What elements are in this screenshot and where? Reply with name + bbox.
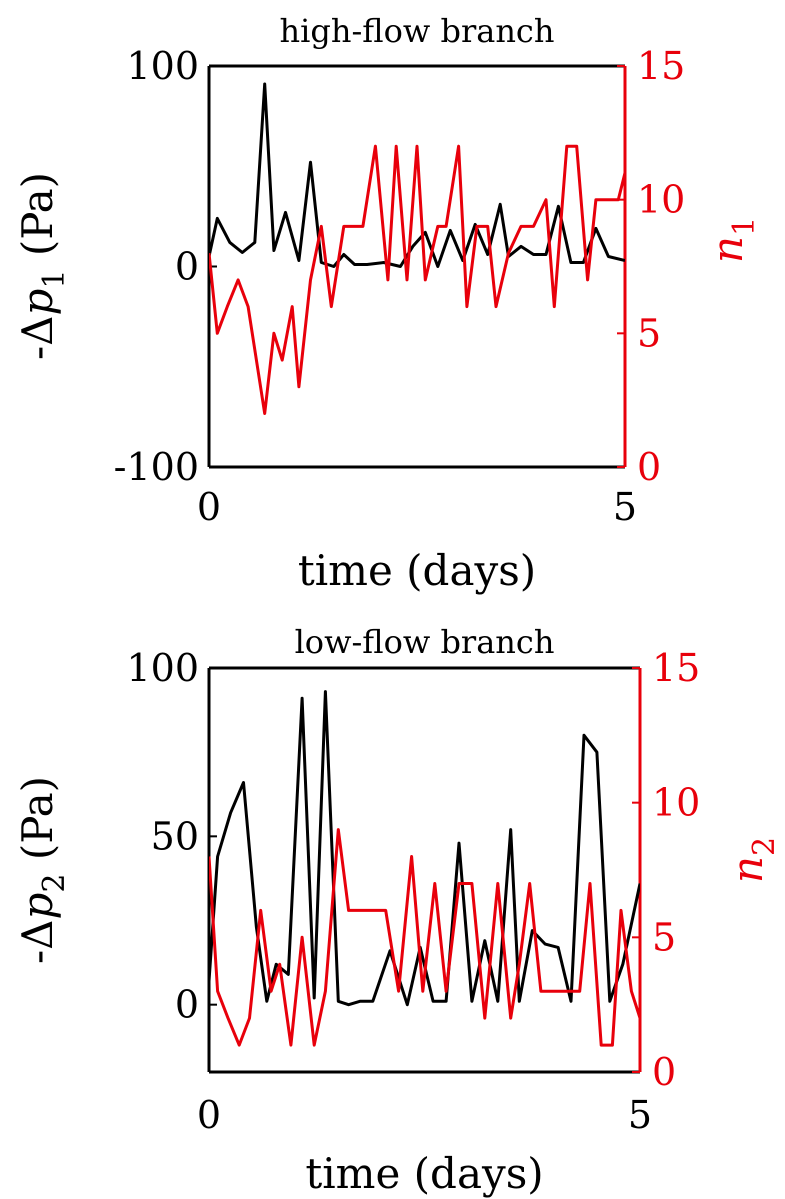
y-label-unit: (Pa): [13, 776, 62, 874]
y-label-subscript: 1: [37, 270, 72, 289]
y-tick-label: 0: [175, 245, 199, 289]
y-axis-label: -Δp1 (Pa): [13, 172, 72, 360]
y2-label-variable: n: [703, 236, 752, 263]
x-axis-label: time (days): [298, 546, 536, 595]
y2-axis-label: n1: [703, 217, 762, 263]
series-line-n: [209, 828, 640, 1047]
y2-tick-label: 15: [652, 646, 700, 690]
x-tick-label: 5: [613, 485, 637, 529]
y-label-variable: p: [13, 893, 62, 920]
series-line-dp: [209, 690, 640, 1007]
y-tick-label: -100: [114, 445, 199, 489]
y2-tick-label: 10: [637, 178, 685, 222]
y-tick-label: 0: [175, 983, 199, 1027]
x-tick-label: 5: [628, 1093, 652, 1137]
y2-tick-label: 10: [652, 781, 700, 825]
y2-tick-label: 0: [637, 445, 661, 489]
y2-tick-label: 0: [652, 1050, 676, 1094]
series-line-n: [209, 144, 625, 415]
y-label-variable: p: [13, 289, 62, 316]
series-line-dp: [209, 82, 625, 268]
y-label-unit: (Pa): [13, 172, 62, 270]
y2-label-subscript: 1: [727, 217, 762, 236]
y-tick-label: 100: [126, 646, 199, 690]
x-tick-label: 0: [197, 485, 221, 529]
x-axis-label: time (days): [305, 1149, 543, 1198]
y2-tick-label: 5: [652, 915, 676, 959]
y2-label-subscript: 2: [747, 837, 782, 856]
y-axis-label: -Δp2 (Pa): [13, 776, 72, 964]
chart-title: low-flow branch: [295, 623, 555, 661]
y-label-subscript: 2: [37, 874, 72, 893]
y2-tick-label: 15: [637, 44, 685, 88]
y2-axis-label: n2: [723, 837, 782, 883]
x-tick-label: 0: [197, 1093, 221, 1137]
y-label-prefix: -Δ: [13, 920, 62, 965]
y-tick-label: 50: [151, 814, 199, 858]
y-tick-label: 100: [126, 44, 199, 88]
y-label-prefix: -Δ: [13, 316, 62, 361]
y2-label-variable: n: [723, 856, 772, 883]
chart-title: high-flow branch: [280, 12, 555, 50]
y2-tick-label: 5: [637, 311, 661, 355]
